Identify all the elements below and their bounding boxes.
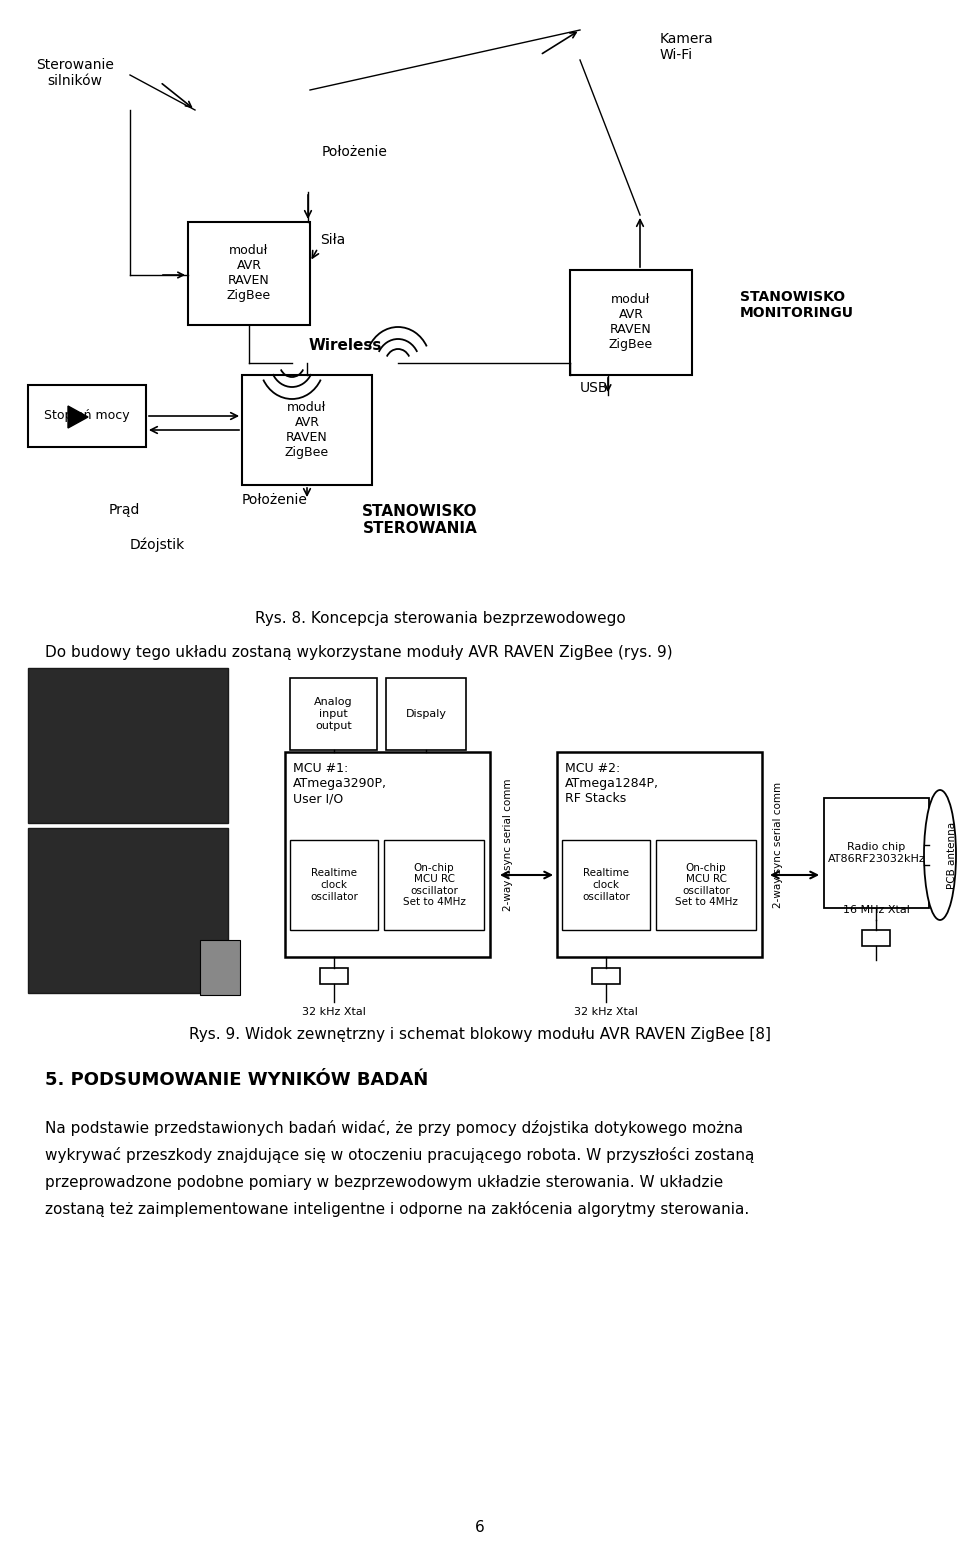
- Bar: [862, 931, 890, 946]
- Text: On-chip
MCU RC
oscillator
Set to 4MHz: On-chip MCU RC oscillator Set to 4MHz: [402, 862, 466, 907]
- Bar: [242, 375, 372, 485]
- Text: Rys. 8. Koncepcja sterowania bezprzewodowego: Rys. 8. Koncepcja sterowania bezprzewodo…: [254, 611, 625, 625]
- Text: 32 kHz Xtal: 32 kHz Xtal: [574, 1007, 638, 1017]
- Text: 2-way async serial comm: 2-way async serial comm: [503, 779, 513, 912]
- Text: Siła: Siła: [320, 233, 346, 247]
- Text: Sterowanie
silników: Sterowanie silników: [36, 57, 114, 88]
- Text: Rys. 9. Widok zewnętrzny i schemat blokowy modułu AVR RAVEN ZigBee [8]: Rys. 9. Widok zewnętrzny i schemat bloko…: [189, 1027, 771, 1042]
- Text: PCB antenna: PCB antenna: [947, 822, 957, 889]
- Text: USB: USB: [580, 382, 609, 396]
- Text: Dispaly: Dispaly: [405, 709, 446, 720]
- Bar: [320, 968, 348, 983]
- Bar: [28, 385, 146, 447]
- Text: wykrywać przeszkody znajdujące się w otoczeniu pracującego robota. W przyszłości: wykrywać przeszkody znajdujące się w oto…: [45, 1148, 755, 1163]
- Bar: [290, 841, 378, 931]
- Text: Na podstawie przedstawionych badań widać, że przy pomocy dźojstika dotykowego mo: Na podstawie przedstawionych badań widać…: [45, 1120, 743, 1135]
- Bar: [656, 841, 756, 931]
- Bar: [200, 940, 240, 996]
- Bar: [290, 678, 377, 751]
- Text: Położenie: Położenie: [242, 493, 308, 507]
- Text: MCU #2:
ATmega1284P,
RF Stacks: MCU #2: ATmega1284P, RF Stacks: [565, 762, 659, 805]
- Ellipse shape: [924, 789, 956, 920]
- Bar: [28, 668, 228, 824]
- Bar: [570, 270, 692, 375]
- Text: STANOWISKO
MONITORINGU: STANOWISKO MONITORINGU: [740, 290, 854, 320]
- Text: 32 kHz Xtal: 32 kHz Xtal: [302, 1007, 366, 1017]
- Bar: [386, 678, 466, 751]
- Text: moduł
AVR
RAVEN
ZigBee: moduł AVR RAVEN ZigBee: [609, 293, 653, 351]
- Bar: [28, 828, 228, 993]
- Text: On-chip
MCU RC
oscillator
Set to 4MHz: On-chip MCU RC oscillator Set to 4MHz: [675, 862, 737, 907]
- Text: Kamera
Wi-Fi: Kamera Wi-Fi: [660, 33, 713, 62]
- Bar: [285, 752, 490, 957]
- Text: 2-way sync serial comm: 2-way sync serial comm: [773, 782, 783, 907]
- Text: przeprowadzone podobne pomiary w bezprzewodowym układzie sterowania. W układzie: przeprowadzone podobne pomiary w bezprze…: [45, 1174, 723, 1190]
- Bar: [824, 799, 929, 907]
- Text: moduł
AVR
RAVEN
ZigBee: moduł AVR RAVEN ZigBee: [285, 402, 329, 459]
- Text: Wireless: Wireless: [308, 338, 382, 352]
- Text: Położenie: Położenie: [322, 144, 388, 160]
- Text: Radio chip
AT86RF23032kHz: Radio chip AT86RF23032kHz: [828, 842, 925, 864]
- Bar: [562, 841, 650, 931]
- Text: Realtime
clock
oscillator: Realtime clock oscillator: [310, 869, 358, 901]
- Text: Stopień mocy: Stopień mocy: [44, 409, 130, 422]
- Polygon shape: [68, 406, 88, 428]
- Text: 16 MHz Xtal: 16 MHz Xtal: [843, 904, 909, 915]
- Bar: [384, 841, 484, 931]
- Bar: [188, 222, 310, 326]
- Text: moduł
AVR
RAVEN
ZigBee: moduł AVR RAVEN ZigBee: [227, 244, 271, 302]
- Text: STANOWISKO
STEROWANIA: STANOWISKO STEROWANIA: [362, 504, 478, 537]
- Text: 5. PODSUMOWANIE WYNIKÓW BADAŃ: 5. PODSUMOWANIE WYNIKÓW BADAŃ: [45, 1072, 428, 1089]
- Text: Realtime
clock
oscillator: Realtime clock oscillator: [582, 869, 630, 901]
- Text: Dźojstik: Dźojstik: [130, 538, 185, 552]
- Text: Do budowy tego układu zostaną wykorzystane moduły AVR RAVEN ZigBee (rys. 9): Do budowy tego układu zostaną wykorzysta…: [45, 645, 673, 659]
- Text: MCU #1:
ATmega3290P,
User I/O: MCU #1: ATmega3290P, User I/O: [293, 762, 387, 805]
- Text: 6: 6: [475, 1520, 485, 1535]
- Bar: [592, 968, 620, 983]
- Text: Prąd: Prąd: [108, 503, 140, 516]
- Text: Analog
input
output: Analog input output: [314, 698, 353, 731]
- Text: zostaną też zaimplementowane inteligentne i odporne na zakłócenia algorytmy ster: zostaną też zaimplementowane inteligentn…: [45, 1200, 749, 1218]
- Bar: [557, 752, 762, 957]
